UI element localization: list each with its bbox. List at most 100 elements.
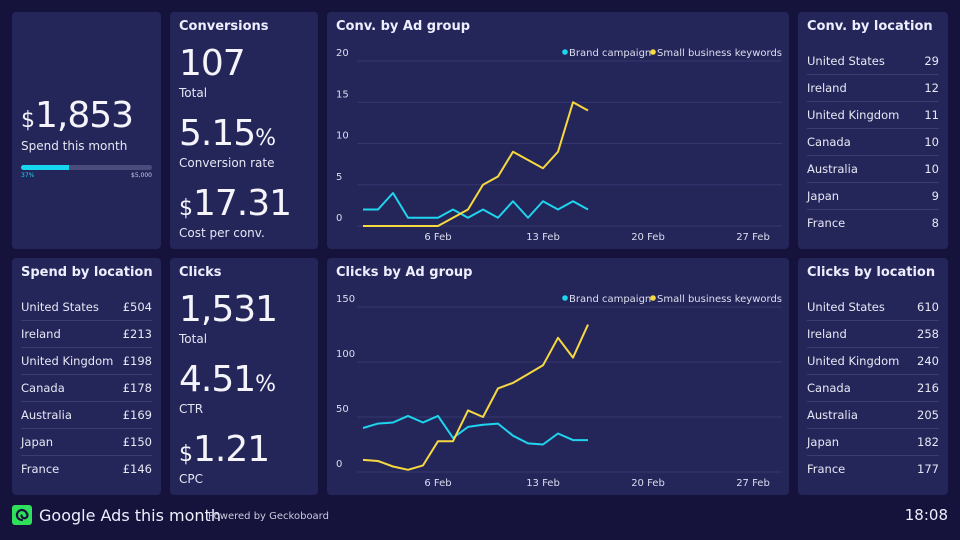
unit: $ xyxy=(179,442,193,467)
table-row: United States £504 xyxy=(21,294,152,321)
spend-location-panel: Spend by location United States £504 Irela… xyxy=(12,258,161,495)
legend-dot-icon xyxy=(650,49,656,55)
value: £213 xyxy=(122,327,152,341)
country: United Kingdom xyxy=(807,354,900,368)
legend-dot-icon xyxy=(562,295,568,301)
country: Japan xyxy=(807,435,840,449)
spend-progress-fill xyxy=(21,165,70,170)
label: CPC xyxy=(179,472,203,486)
legend-label: Small business keywords xyxy=(657,48,782,59)
spend-amount: 1,853 xyxy=(35,95,134,136)
country: Canada xyxy=(21,381,65,395)
table-row: United States 610 xyxy=(807,294,939,321)
y-tick-label: 15 xyxy=(336,89,349,100)
label: CTR xyxy=(179,402,204,416)
value: 4.51 xyxy=(179,359,256,400)
table-row: Australia 10 xyxy=(807,156,939,183)
value: 17.31 xyxy=(193,183,292,224)
value: 240 xyxy=(917,354,939,368)
value: 182 xyxy=(917,435,939,449)
location-table: United States 29 Ireland 12 United Kingdom 11… xyxy=(807,48,939,237)
spend-panel: $1,853 Spend this month 37% $5,000 xyxy=(12,12,161,249)
value: 10 xyxy=(924,135,939,149)
country: France xyxy=(807,462,846,476)
value: 1.21 xyxy=(193,429,270,470)
x-tick-label: 20 Feb xyxy=(631,232,665,243)
series-line-brand-campaign xyxy=(363,192,589,219)
country: United States xyxy=(807,300,885,314)
country: Ireland xyxy=(807,81,847,95)
x-tick-label: 20 Feb xyxy=(631,478,665,489)
series-line-small-business-keywords xyxy=(362,324,589,471)
table-row: Canada 10 xyxy=(807,129,939,156)
value: 177 xyxy=(917,462,939,476)
clicks-location-panel: Clicks by location United States 610 Irela… xyxy=(798,258,948,495)
spend-label: Spend this month xyxy=(21,139,128,153)
value: 216 xyxy=(917,381,939,395)
clock: 18:08 xyxy=(904,506,948,524)
spend-value: $1,853 xyxy=(21,95,134,136)
chart-title: Conv. by Ad group xyxy=(336,19,471,34)
label: Cost per conv. xyxy=(179,226,265,240)
x-tick-label: 6 Feb xyxy=(424,232,451,243)
clicks-line-chart: 0 50 100 150 6 Feb 13 Feb 20 Feb 27 Feb Brand ca… xyxy=(336,294,782,489)
table-row: France £146 xyxy=(21,456,152,483)
country: Canada xyxy=(807,135,851,149)
y-tick-label: 5 xyxy=(336,172,342,183)
table-row: Australia £169 xyxy=(21,402,152,429)
table-row: Ireland 12 xyxy=(807,75,939,102)
table-row: United States 29 xyxy=(807,48,939,75)
legend-label: Small business keywords xyxy=(657,294,782,305)
x-tick-label: 13 Feb xyxy=(526,232,560,243)
country: Japan xyxy=(807,189,840,203)
table-row: Japan 9 xyxy=(807,183,939,210)
table-row: Canada £178 xyxy=(21,375,152,402)
table-row: Japan £150 xyxy=(21,429,152,456)
cost-per-conversion: $17.31 Cost per conv. xyxy=(179,183,292,241)
value: £146 xyxy=(122,462,152,476)
value: 610 xyxy=(917,300,939,314)
panel-title: Spend by location xyxy=(21,265,153,280)
country: United Kingdom xyxy=(807,108,900,122)
label: Conversion rate xyxy=(179,156,275,170)
clicks-total: 1,531 Total xyxy=(179,289,278,347)
conv-line-chart: 0 5 10 15 20 6 Feb 13 Feb 20 Feb 27 Feb Brand cam… xyxy=(336,48,782,243)
x-tick-label: 6 Feb xyxy=(424,478,451,489)
value: 205 xyxy=(917,408,939,422)
country: Australia xyxy=(807,408,858,422)
powered-by: Powered by Geckoboard xyxy=(208,511,329,522)
clicks-panel: Clicks 1,531 Total 4.51% CTR $1.21 CPC xyxy=(170,258,318,495)
value: 8 xyxy=(931,216,939,230)
value: 1,531 xyxy=(179,289,278,330)
legend-dot-icon xyxy=(650,295,656,301)
unit: % xyxy=(255,126,277,151)
chart-title: Clicks by Ad group xyxy=(336,265,473,280)
geckoboard-logo-icon xyxy=(12,505,32,525)
panel-title: Conv. by location xyxy=(807,19,933,34)
clicks-chart-panel: Clicks by Ad group 0 50 100 150 6 Feb 13 Feb 2… xyxy=(327,258,789,495)
series-line-brand-campaign xyxy=(362,414,588,446)
table-row: Ireland 258 xyxy=(807,321,939,348)
dashboard-title: Google Ads this month xyxy=(39,506,221,525)
table-row: United Kingdom £198 xyxy=(21,348,152,375)
y-tick-label: 50 xyxy=(336,404,349,415)
legend-label: Brand campaign xyxy=(569,294,651,305)
conv-chart-panel: Conv. by Ad group 0 5 10 15 20 6 Feb 13 Feb 20 … xyxy=(327,12,789,249)
country: Canada xyxy=(807,381,851,395)
x-tick-label: 27 Feb xyxy=(736,478,770,489)
table-row: Australia 205 xyxy=(807,402,939,429)
panel-title: Clicks by location xyxy=(807,265,936,280)
value: 12 xyxy=(924,81,939,95)
unit: $ xyxy=(179,196,193,221)
y-tick-label: 100 xyxy=(336,349,355,360)
label: Total xyxy=(179,332,208,346)
value: 9 xyxy=(931,189,939,203)
x-tick-label: 13 Feb xyxy=(526,478,560,489)
conv-location-panel: Conv. by location United States 29 Ireland… xyxy=(798,12,948,249)
country: Japan xyxy=(21,435,54,449)
value: £178 xyxy=(122,381,152,395)
unit: % xyxy=(255,372,277,397)
table-row: France 177 xyxy=(807,456,939,483)
value: £169 xyxy=(122,408,152,422)
table-row: France 8 xyxy=(807,210,939,237)
